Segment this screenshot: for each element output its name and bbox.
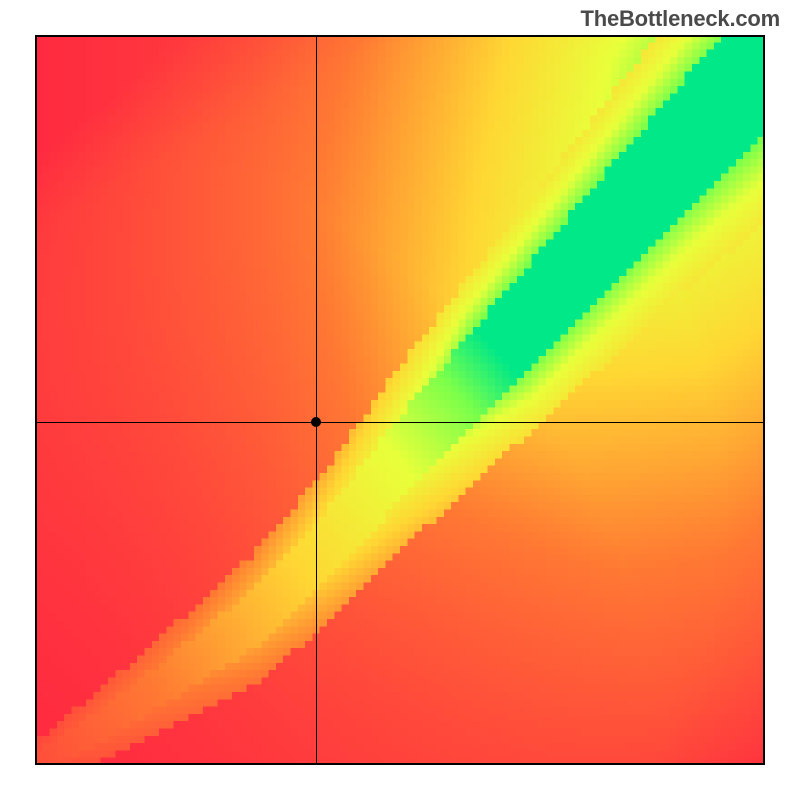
crosshair-horizontal bbox=[35, 422, 765, 423]
crosshair-marker bbox=[311, 417, 321, 427]
watermark-text: TheBottleneck.com bbox=[580, 6, 780, 32]
heatmap-canvas bbox=[35, 35, 765, 765]
chart-container: TheBottleneck.com bbox=[0, 0, 800, 800]
heatmap-plot bbox=[35, 35, 765, 765]
crosshair-vertical bbox=[316, 35, 317, 765]
